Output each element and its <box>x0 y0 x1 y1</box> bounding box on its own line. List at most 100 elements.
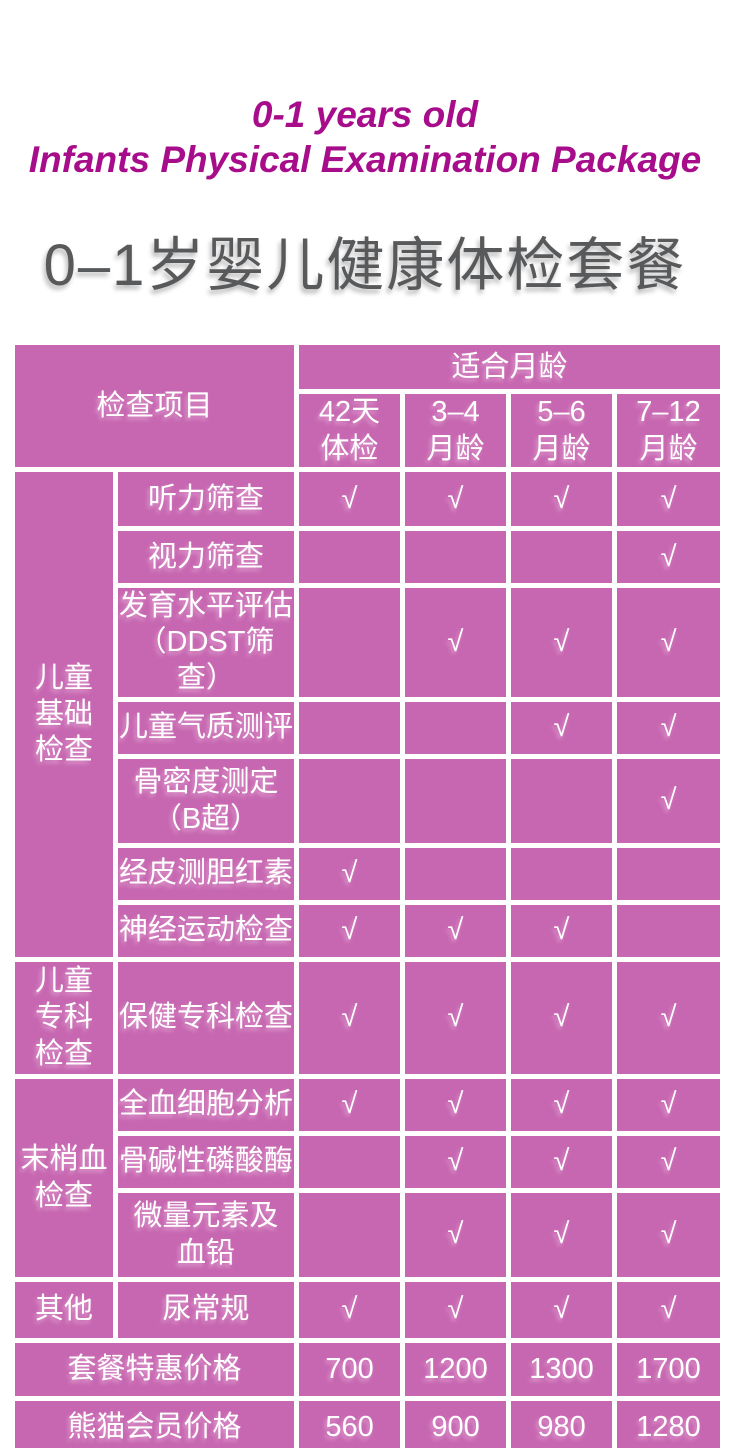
age-col-header: 42天 体检 <box>299 394 401 467</box>
check-cell: √ <box>617 1078 721 1131</box>
check-cell: √ <box>299 1078 401 1131</box>
table-header-row-sub: 42天 体检 3–4 月龄 5–6 月龄 7–12 月龄 <box>15 394 721 467</box>
price-cell: 1700 <box>617 1342 721 1396</box>
check-cell: √ <box>617 471 721 526</box>
title-english-line2: Infants Physical Examination Package <box>28 139 702 181</box>
check-cell <box>617 847 721 900</box>
price-label-cell: 熊猫会员价格 <box>15 1400 295 1448</box>
group-label-cell: 儿童 专科 检查 <box>15 961 113 1074</box>
check-cell <box>617 904 721 957</box>
check-cell: √ <box>299 904 401 957</box>
check-cell <box>511 758 613 843</box>
check-cell: √ <box>299 961 401 1074</box>
item-cell: 微量元素及 血铅 <box>118 1192 295 1277</box>
age-col-header: 5–6 月龄 <box>511 394 613 467</box>
check-cell: √ <box>405 1192 507 1277</box>
check-cell <box>299 587 401 697</box>
check-cell <box>511 530 613 583</box>
item-cell: 骨密度测定 （B超） <box>118 758 295 843</box>
price-cell: 980 <box>511 1400 613 1448</box>
check-cell <box>405 701 507 754</box>
check-cell <box>299 1192 401 1277</box>
item-cell: 听力筛查 <box>118 471 295 526</box>
check-cell: √ <box>617 530 721 583</box>
check-cell: √ <box>511 961 613 1074</box>
check-cell: √ <box>617 587 721 697</box>
check-cell: √ <box>299 471 401 526</box>
check-cell: √ <box>299 1281 401 1338</box>
item-cell: 视力筛查 <box>118 530 295 583</box>
item-cell: 神经运动检查 <box>118 904 295 957</box>
table-row: 经皮测胆红素 √ <box>15 847 721 900</box>
table-row: 儿童气质测评 √ √ <box>15 701 721 754</box>
item-cell: 儿童气质测评 <box>118 701 295 754</box>
table-row: 儿童 专科 检查 保健专科检查 √ √ √ √ <box>15 961 721 1074</box>
table-row: 发育水平评估 （DDST筛查） √ √ √ <box>15 587 721 697</box>
price-cell: 560 <box>299 1400 401 1448</box>
check-cell: √ <box>405 1281 507 1338</box>
check-cell: √ <box>405 587 507 697</box>
price-cell: 1200 <box>405 1342 507 1396</box>
table-row: 视力筛查 √ <box>15 530 721 583</box>
price-row: 套餐特惠价格 700 1200 1300 1700 <box>15 1342 721 1396</box>
check-cell: √ <box>511 1281 613 1338</box>
group-label-cell: 其他 <box>15 1281 113 1338</box>
table-header-row-top: 检查项目 适合月龄 <box>15 345 721 467</box>
table-row: 神经运动检查 √ √ √ <box>15 904 721 957</box>
package-table: 检查项目 适合月龄 42天 体检 3–4 月龄 5–6 月龄 7–12 月龄 儿… <box>10 340 726 1448</box>
check-cell: √ <box>405 1078 507 1131</box>
group-label-cell: 儿童 基础 检查 <box>15 471 113 957</box>
check-cell <box>405 530 507 583</box>
table-row: 骨碱性磷酸酶 √ √ √ <box>15 1135 721 1188</box>
check-cell: √ <box>511 587 613 697</box>
check-cell: √ <box>405 471 507 526</box>
check-cell: √ <box>511 1192 613 1277</box>
check-cell: √ <box>511 904 613 957</box>
price-cell: 1280 <box>617 1400 721 1448</box>
table-row: 骨密度测定 （B超） √ <box>15 758 721 843</box>
check-cell <box>299 1135 401 1188</box>
price-row: 熊猫会员价格 560 900 980 1280 <box>15 1400 721 1448</box>
item-cell: 骨碱性磷酸酶 <box>118 1135 295 1188</box>
group-label-cell: 末梢血 检查 <box>15 1078 113 1277</box>
price-cell: 900 <box>405 1400 507 1448</box>
check-cell: √ <box>617 961 721 1074</box>
check-cell: √ <box>617 1281 721 1338</box>
check-cell: √ <box>511 1078 613 1131</box>
check-cell: √ <box>617 1135 721 1188</box>
item-header-cell: 检查项目 <box>15 345 295 467</box>
table-row: 微量元素及 血铅 √ √ √ <box>15 1192 721 1277</box>
item-cell: 经皮测胆红素 <box>118 847 295 900</box>
check-cell <box>299 758 401 843</box>
age-col-header: 7–12 月龄 <box>617 394 721 467</box>
check-cell <box>299 530 401 583</box>
price-label-cell: 套餐特惠价格 <box>15 1342 295 1396</box>
title-english: 0-1 years old Infants Physical Examinati… <box>0 92 730 182</box>
table-row: 末梢血 检查 全血细胞分析 √ √ √ √ <box>15 1078 721 1277</box>
table-row: 其他 尿常规 √ √ √ √ <box>15 1281 721 1338</box>
check-cell: √ <box>405 1135 507 1188</box>
check-cell: √ <box>299 847 401 900</box>
table-row: 儿童 基础 检查 听力筛查 √ √ √ √ <box>15 471 721 957</box>
item-cell: 发育水平评估 （DDST筛查） <box>118 587 295 697</box>
check-cell: √ <box>511 1135 613 1188</box>
item-cell: 尿常规 <box>118 1281 295 1338</box>
check-cell <box>299 701 401 754</box>
check-cell <box>405 758 507 843</box>
check-cell: √ <box>405 961 507 1074</box>
check-cell: √ <box>617 758 721 843</box>
title-english-line1: 0-1 years old <box>251 94 479 135</box>
check-cell: √ <box>511 701 613 754</box>
item-cell: 保健专科检查 <box>118 961 295 1074</box>
check-cell: √ <box>617 701 721 754</box>
check-cell: √ <box>511 471 613 526</box>
price-cell: 700 <box>299 1342 401 1396</box>
check-cell: √ <box>617 1192 721 1277</box>
item-cell: 全血细胞分析 <box>118 1078 295 1131</box>
price-cell: 1300 <box>511 1342 613 1396</box>
age-col-header: 3–4 月龄 <box>405 394 507 467</box>
age-header-cell: 适合月龄 <box>299 345 721 390</box>
check-cell: √ <box>405 904 507 957</box>
check-cell <box>405 847 507 900</box>
